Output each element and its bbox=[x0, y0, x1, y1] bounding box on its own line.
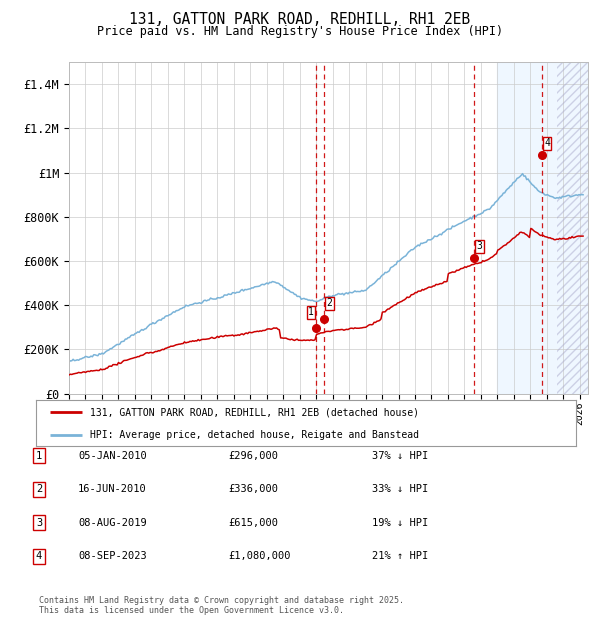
Text: 08-AUG-2019: 08-AUG-2019 bbox=[78, 518, 147, 528]
Text: 21% ↑ HPI: 21% ↑ HPI bbox=[372, 551, 428, 561]
Text: £336,000: £336,000 bbox=[228, 484, 278, 494]
Text: 4: 4 bbox=[36, 551, 42, 561]
Text: 3: 3 bbox=[36, 518, 42, 528]
Text: 1: 1 bbox=[308, 307, 314, 317]
Text: 4: 4 bbox=[544, 138, 550, 148]
Text: 33% ↓ HPI: 33% ↓ HPI bbox=[372, 484, 428, 494]
Bar bbox=[557, 62, 588, 394]
Text: 131, GATTON PARK ROAD, REDHILL, RH1 2EB (detached house): 131, GATTON PARK ROAD, REDHILL, RH1 2EB … bbox=[90, 407, 419, 417]
Text: 16-JUN-2010: 16-JUN-2010 bbox=[78, 484, 147, 494]
Text: £296,000: £296,000 bbox=[228, 451, 278, 461]
Text: 131, GATTON PARK ROAD, REDHILL, RH1 2EB: 131, GATTON PARK ROAD, REDHILL, RH1 2EB bbox=[130, 12, 470, 27]
Text: 2: 2 bbox=[326, 298, 332, 308]
Text: Price paid vs. HM Land Registry's House Price Index (HPI): Price paid vs. HM Land Registry's House … bbox=[97, 25, 503, 38]
Bar bbox=[557, 62, 588, 394]
Text: 3: 3 bbox=[476, 241, 482, 251]
Text: 37% ↓ HPI: 37% ↓ HPI bbox=[372, 451, 428, 461]
Text: £615,000: £615,000 bbox=[228, 518, 278, 528]
Text: 1: 1 bbox=[36, 451, 42, 461]
Text: 08-SEP-2023: 08-SEP-2023 bbox=[78, 551, 147, 561]
Bar bbox=[497, 62, 588, 394]
Text: 19% ↓ HPI: 19% ↓ HPI bbox=[372, 518, 428, 528]
Text: 2: 2 bbox=[36, 484, 42, 494]
Text: HPI: Average price, detached house, Reigate and Banstead: HPI: Average price, detached house, Reig… bbox=[90, 430, 419, 440]
Text: £1,080,000: £1,080,000 bbox=[228, 551, 290, 561]
Text: 05-JAN-2010: 05-JAN-2010 bbox=[78, 451, 147, 461]
Text: Contains HM Land Registry data © Crown copyright and database right 2025.
This d: Contains HM Land Registry data © Crown c… bbox=[39, 596, 404, 615]
